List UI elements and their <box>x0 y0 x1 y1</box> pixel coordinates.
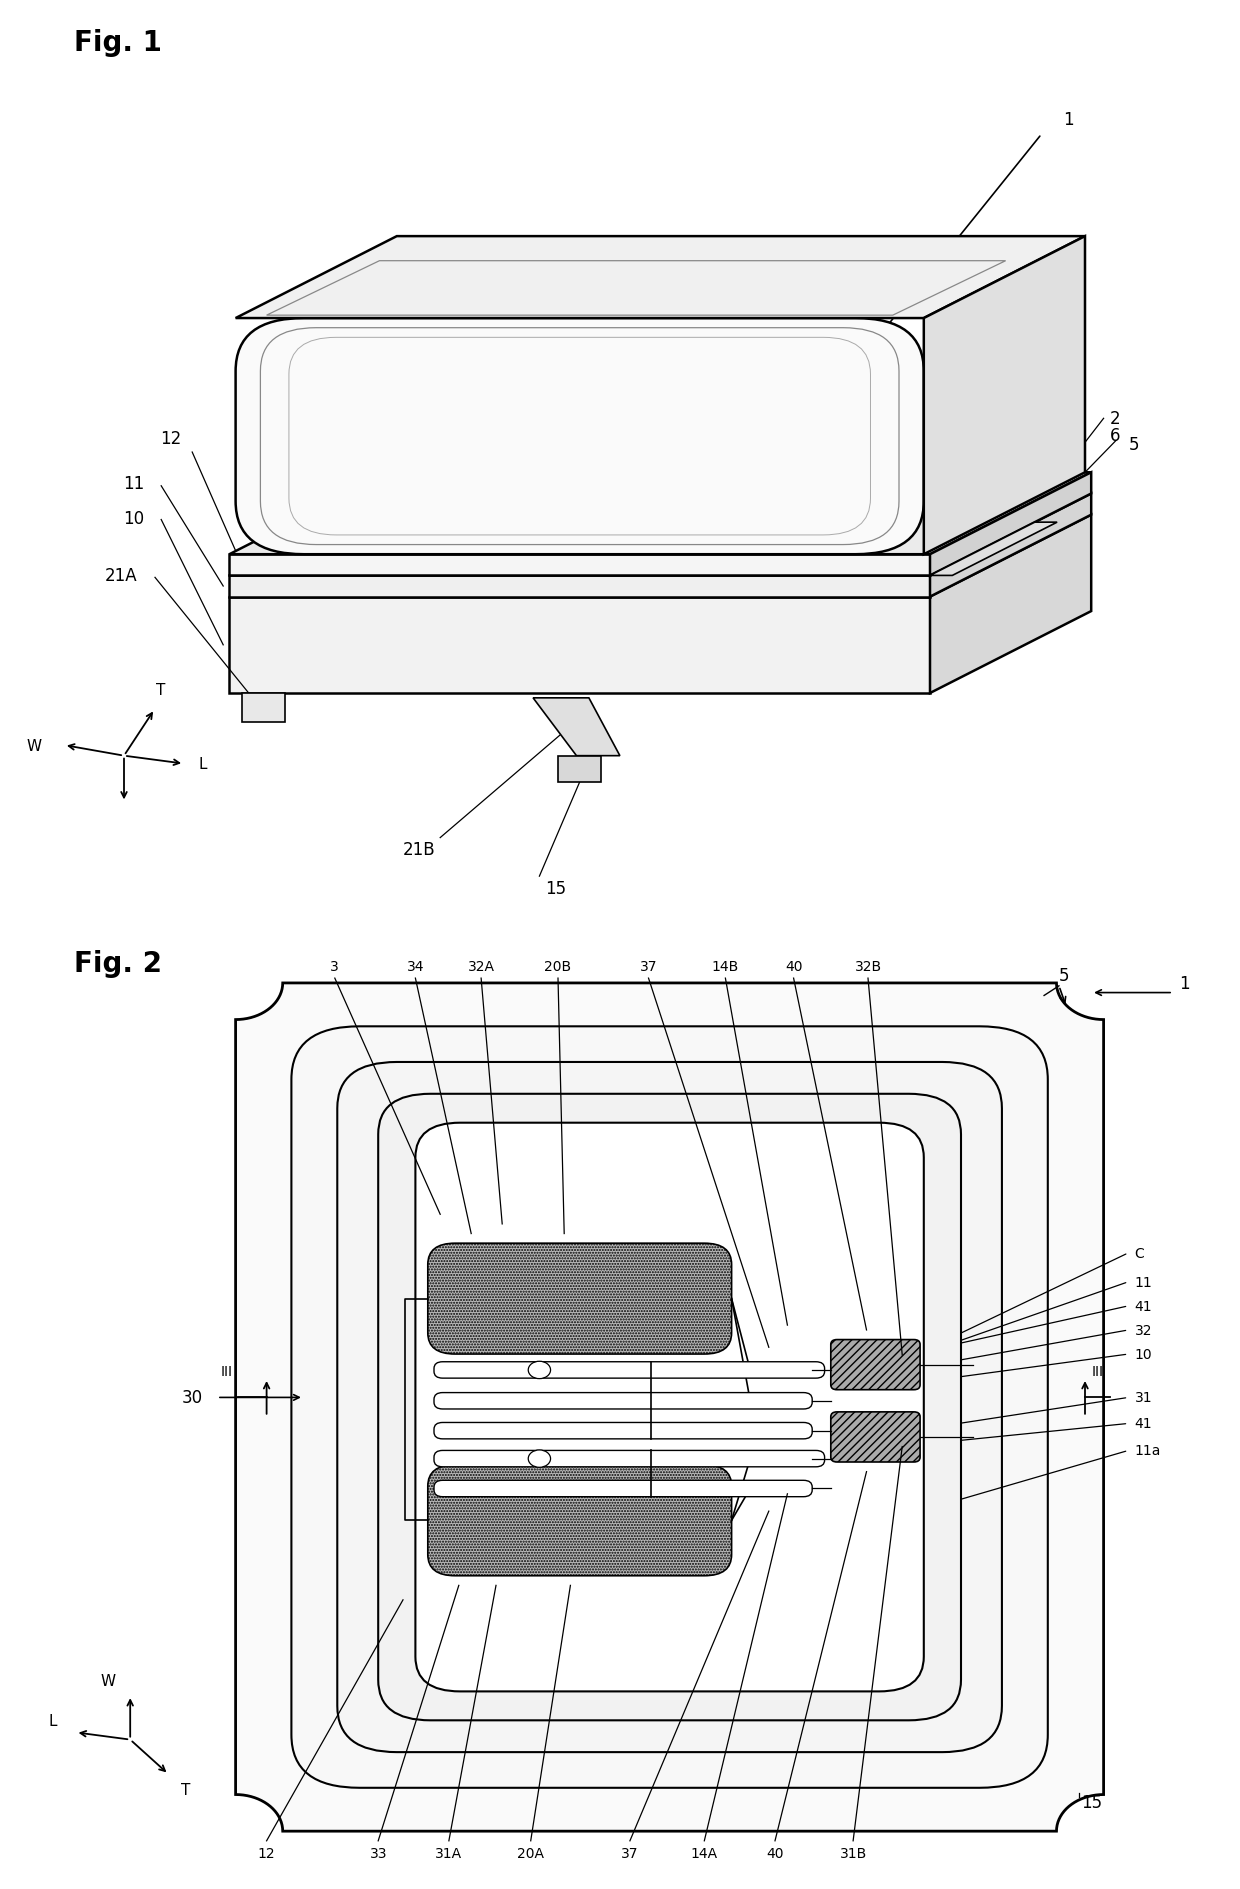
FancyBboxPatch shape <box>434 1451 825 1468</box>
Text: Fig. 2: Fig. 2 <box>74 950 162 979</box>
Text: 33: 33 <box>370 1846 387 1861</box>
Text: 31: 31 <box>1135 1390 1152 1405</box>
Circle shape <box>528 1362 551 1379</box>
Polygon shape <box>930 472 1091 576</box>
FancyBboxPatch shape <box>434 1362 825 1379</box>
Text: 41: 41 <box>1135 1417 1152 1430</box>
Polygon shape <box>229 495 1091 576</box>
FancyBboxPatch shape <box>378 1094 961 1721</box>
Text: III: III <box>1091 1364 1104 1379</box>
Text: 40: 40 <box>785 960 802 973</box>
FancyBboxPatch shape <box>415 1124 924 1691</box>
Text: III: III <box>221 1364 233 1379</box>
Circle shape <box>528 1451 551 1468</box>
Text: T: T <box>181 1781 191 1796</box>
FancyBboxPatch shape <box>428 1243 732 1354</box>
Text: 31B: 31B <box>839 1846 867 1861</box>
Text: 1: 1 <box>1179 975 1189 992</box>
Polygon shape <box>924 236 1085 555</box>
Text: 21A: 21A <box>105 567 138 586</box>
Text: 5: 5 <box>1128 436 1138 453</box>
Text: C: C <box>1135 1247 1145 1260</box>
Text: 20A: 20A <box>517 1846 544 1861</box>
Text: Fig. 1: Fig. 1 <box>74 28 162 57</box>
Polygon shape <box>236 236 1085 319</box>
Text: 10: 10 <box>123 510 145 527</box>
Text: 11: 11 <box>1135 1275 1152 1288</box>
FancyBboxPatch shape <box>291 1028 1048 1787</box>
FancyBboxPatch shape <box>428 1466 732 1575</box>
Polygon shape <box>242 693 285 723</box>
Text: 14B: 14B <box>712 960 739 973</box>
Text: 30: 30 <box>181 1388 203 1407</box>
Polygon shape <box>229 472 1091 555</box>
Text: 41: 41 <box>1135 1300 1152 1313</box>
Text: 11a: 11a <box>1135 1443 1161 1458</box>
Text: 32B: 32B <box>854 960 882 973</box>
Text: W: W <box>100 1672 115 1687</box>
Text: 5: 5 <box>1059 967 1069 984</box>
FancyBboxPatch shape <box>236 319 924 555</box>
Text: 6: 6 <box>1110 427 1120 444</box>
Polygon shape <box>229 516 1091 597</box>
Text: 32A: 32A <box>467 960 495 973</box>
Text: 11: 11 <box>123 474 145 493</box>
Text: 2: 2 <box>1110 410 1121 429</box>
Polygon shape <box>558 756 601 782</box>
Text: W: W <box>26 739 42 754</box>
Text: 32: 32 <box>1135 1322 1152 1337</box>
Text: 12: 12 <box>258 1846 275 1861</box>
Text: 3: 3 <box>330 960 340 973</box>
Text: L: L <box>48 1713 57 1728</box>
Text: 15: 15 <box>1080 1793 1102 1812</box>
FancyBboxPatch shape <box>831 1413 920 1462</box>
PathPatch shape <box>236 984 1104 1830</box>
Text: 34: 34 <box>407 960 424 973</box>
Text: 14A: 14A <box>691 1846 718 1861</box>
FancyBboxPatch shape <box>434 1422 812 1439</box>
Text: 10: 10 <box>1135 1347 1152 1362</box>
Text: 21B: 21B <box>403 841 435 859</box>
Text: 1: 1 <box>1064 111 1074 130</box>
Text: 40: 40 <box>766 1846 784 1861</box>
Polygon shape <box>930 516 1091 693</box>
Text: T: T <box>156 684 166 699</box>
Text: 31A: 31A <box>435 1846 463 1861</box>
Text: 20B: 20B <box>544 960 572 973</box>
Polygon shape <box>930 523 1058 576</box>
FancyBboxPatch shape <box>337 1062 1002 1753</box>
FancyBboxPatch shape <box>434 1481 812 1496</box>
Polygon shape <box>229 597 930 693</box>
Text: 15: 15 <box>544 878 567 897</box>
Text: 37: 37 <box>621 1846 639 1861</box>
FancyBboxPatch shape <box>831 1339 920 1390</box>
Text: L: L <box>198 757 207 773</box>
Text: 37: 37 <box>640 960 657 973</box>
Polygon shape <box>229 576 930 597</box>
FancyBboxPatch shape <box>434 1392 812 1409</box>
Polygon shape <box>229 555 930 576</box>
Polygon shape <box>533 699 620 756</box>
Text: 12: 12 <box>160 429 182 448</box>
Polygon shape <box>930 495 1091 597</box>
